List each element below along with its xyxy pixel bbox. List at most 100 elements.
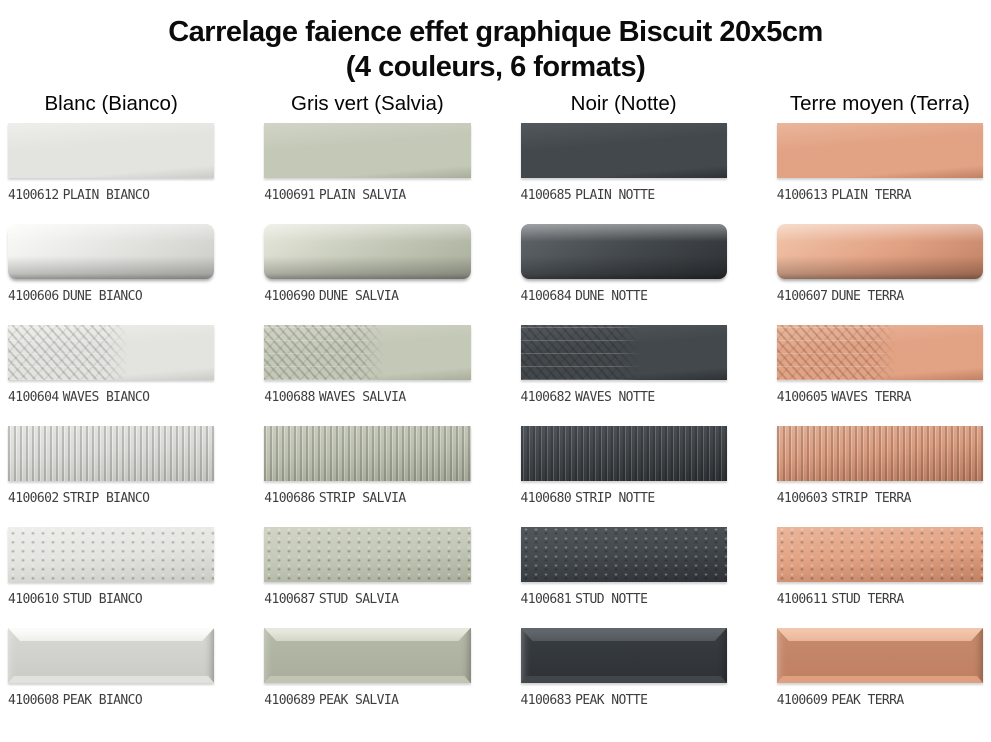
product-cell-stud-bianco: 4100610 STUD BIANCO [8,527,215,607]
tile-swatch-strip-salvia [264,426,471,481]
product-label: 4100684 DUNE NOTTE [521,289,727,304]
column-header-salvia: Gris vert (Salvia) [291,92,444,115]
product-label: 4100686 STRIP SALVIA [264,491,470,506]
product-code: 4100690 [264,289,315,304]
product-label: 4100610 STUD BIANCO [8,592,214,607]
product-name: WAVES NOTTE [575,390,655,405]
product-cell-plain-notte: 4100685 PLAIN NOTTE [520,123,727,203]
product-label: 4100683 PEAK NOTTE [521,693,727,708]
column-header-bianco: Blanc (Bianco) [44,92,178,115]
product-label: 4100608 PEAK BIANCO [8,693,214,708]
product-code: 4100609 [776,693,828,708]
page-subtitle: (4 couleurs, 6 formats) [345,51,646,83]
product-code: 4100607 [776,289,828,304]
product-label: 4100609 PEAK TERRA [777,693,983,708]
product-cell-peak-bianco: 4100608 PEAK BIANCO [8,628,215,708]
tile-grid: 4100612 PLAIN BIANCO 4100691 PLAIN SALVIA … [0,123,991,708]
product-label: 4100688 WAVES SALVIA [264,390,470,405]
product-cell-waves-notte: 4100682 WAVES NOTTE [520,325,727,405]
product-name: STRIP BIANCO [62,491,150,506]
product-cell-stud-terra: 4100611 STUD TERRA [776,527,983,607]
product-name: DUNE NOTTE [575,289,648,304]
product-label: 4100603 STRIP TERRA [777,491,983,506]
tile-swatch-stud-terra [776,527,983,582]
tile-swatch-peak-salvia [264,628,471,683]
product-name: DUNE SALVIA [318,289,399,304]
product-code: 4100685 [520,188,572,203]
product-name: STRIP SALVIA [318,491,406,506]
tile-swatch-waves-notte [520,325,727,380]
product-name: DUNE BIANCO [62,289,143,304]
product-code: 4100613 [776,188,828,203]
product-cell-dune-bianco: 4100606 DUNE BIANCO [8,224,215,304]
product-code: 4100688 [264,390,315,405]
tile-swatch-waves-terra [776,325,983,380]
tile-swatch-strip-bianco [8,426,215,481]
product-cell-stud-notte: 4100681 STUD NOTTE [520,527,727,607]
product-code: 4100610 [8,592,59,607]
product-name: WAVES TERRA [831,390,911,405]
product-cell-peak-salvia: 4100689 PEAK SALVIA [264,628,471,708]
product-code: 4100602 [8,491,59,506]
product-code: 4100606 [8,289,59,304]
product-label: 4100680 STRIP NOTTE [521,491,727,506]
product-code: 4100680 [520,491,572,506]
column-header-notte: Noir (Notte) [570,92,677,115]
product-code: 4100681 [520,592,572,607]
product-name: PEAK SALVIA [318,693,399,708]
product-code: 4100689 [264,693,315,708]
product-label: 4100691 PLAIN SALVIA [264,188,470,203]
product-code: 4100612 [8,188,59,203]
product-name: PEAK NOTTE [575,693,648,708]
tile-swatch-waves-salvia [264,325,471,380]
product-code: 4100683 [520,693,572,708]
product-cell-dune-notte: 4100684 DUNE NOTTE [520,224,727,304]
product-code: 4100686 [264,491,315,506]
product-name: PLAIN BIANCO [62,188,150,203]
product-label: 4100613 PLAIN TERRA [777,188,983,203]
catalog-page: Carrelage faience effet graphique Biscui… [0,15,991,742]
product-code: 4100684 [520,289,572,304]
product-cell-waves-salvia: 4100688 WAVES SALVIA [264,325,471,405]
tile-swatch-plain-salvia [264,123,471,178]
product-cell-stud-salvia: 4100687 STUD SALVIA [264,527,471,607]
product-name: PLAIN TERRA [831,188,911,203]
product-cell-peak-terra: 4100609 PEAK TERRA [776,628,983,708]
column-header-terra: Terre moyen (Terra) [789,92,970,115]
product-cell-dune-salvia: 4100690 DUNE SALVIA [264,224,471,304]
product-name: STRIP NOTTE [575,491,655,506]
product-code: 4100605 [776,390,828,405]
product-code: 4100687 [264,592,315,607]
product-code: 4100603 [776,491,828,506]
tile-swatch-stud-salvia [264,527,471,582]
product-name: STUD TERRA [831,592,904,607]
tile-swatch-plain-notte [520,123,727,178]
product-cell-plain-terra: 4100613 PLAIN TERRA [776,123,983,203]
product-cell-strip-salvia: 4100686 STRIP SALVIA [264,426,471,506]
product-cell-plain-bianco: 4100612 PLAIN BIANCO [8,123,215,203]
tile-swatch-dune-terra [776,224,983,279]
product-label: 4100605 WAVES TERRA [777,390,983,405]
product-name: WAVES BIANCO [62,390,150,405]
product-name: STRIP TERRA [831,491,911,506]
tile-swatch-dune-salvia [264,224,471,279]
product-name: WAVES SALVIA [318,390,406,405]
tile-swatch-peak-notte [520,628,727,683]
tile-swatch-stud-notte [520,527,727,582]
product-cell-dune-terra: 4100607 DUNE TERRA [776,224,983,304]
product-name: PLAIN NOTTE [575,188,655,203]
product-label: 4100681 STUD NOTTE [521,592,727,607]
product-code: 4100608 [8,693,59,708]
product-label: 4100682 WAVES NOTTE [521,390,727,405]
product-name: PEAK BIANCO [62,693,143,708]
product-label: 4100690 DUNE SALVIA [264,289,470,304]
product-cell-strip-notte: 4100680 STRIP NOTTE [520,426,727,506]
tile-swatch-dune-bianco [8,224,215,279]
product-label: 4100606 DUNE BIANCO [8,289,214,304]
page-title: Carrelage faience effet graphique Biscui… [168,16,823,48]
product-code: 4100604 [8,390,59,405]
product-label: 4100607 DUNE TERRA [777,289,983,304]
tile-swatch-dune-notte [520,224,727,279]
product-label: 4100687 STUD SALVIA [264,592,470,607]
tile-swatch-peak-bianco [8,628,215,683]
